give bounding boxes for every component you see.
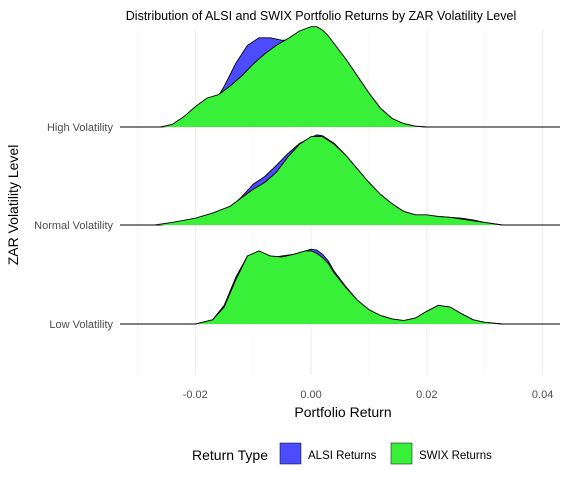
- density-fill-swix-returns-low-volatility: [120, 250, 560, 324]
- y-tick-label-high-volatility: High Volatility: [47, 122, 114, 134]
- legend-label-alsi: ALSI Returns: [308, 450, 377, 462]
- density-fill-swix-returns-high-volatility: [120, 26, 560, 128]
- x-tick-label: 0.02: [416, 389, 437, 401]
- x-axis-ticks: -0.02 0.00 0.02 0.04: [183, 389, 554, 401]
- legend: Return Type ALSI Returns SWIX Returns: [192, 442, 492, 465]
- density-fill-swix-returns-normal-volatility: [120, 136, 560, 225]
- ridgelines: [120, 26, 560, 325]
- x-axis-label: Portfolio Return: [294, 404, 391, 420]
- legend-label-swix: SWIX Returns: [419, 450, 492, 462]
- density-outline-swix-returns-low-volatility: [120, 250, 560, 325]
- x-tick-label: -0.02: [183, 389, 208, 401]
- y-axis-label: ZAR Volatility Level: [5, 145, 21, 266]
- y-tick-label-normal-volatility: Normal Volatility: [34, 220, 113, 232]
- legend-title: Return Type: [192, 447, 268, 463]
- legend-key-swix: [390, 442, 413, 465]
- chart-title: Distribution of ALSI and SWIX Portfolio …: [126, 9, 516, 23]
- density-outline-swix-returns-normal-volatility: [120, 136, 560, 226]
- density-outline-swix-returns-high-volatility: [120, 26, 560, 128]
- y-axis-ticks: Low Volatility Normal Volatility High Vola…: [34, 122, 113, 331]
- x-tick-label: 0.04: [532, 389, 553, 401]
- x-tick-label: 0.00: [300, 389, 321, 401]
- legend-key-alsi: [279, 442, 302, 465]
- y-tick-label-low-volatility: Low Volatility: [49, 319, 113, 331]
